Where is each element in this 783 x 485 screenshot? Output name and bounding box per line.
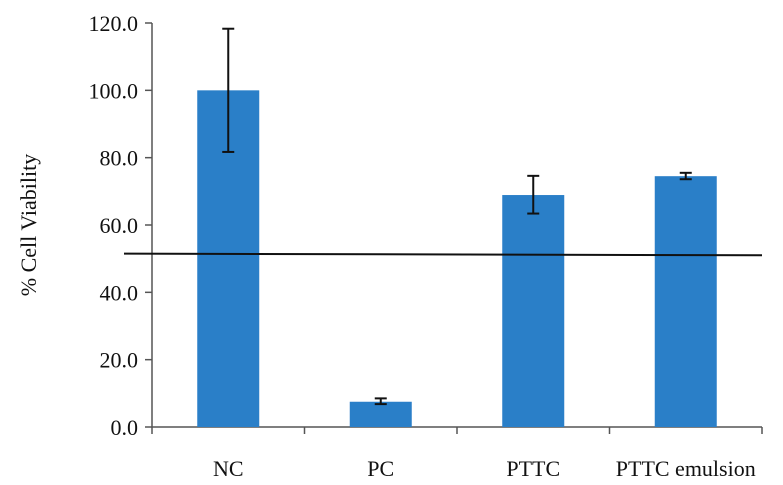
error-bar <box>222 27 235 153</box>
bar <box>349 401 412 427</box>
x-axis <box>151 426 763 434</box>
y-axis-title: % Cell Viability <box>16 154 41 296</box>
y-tick-label: 60.0 <box>100 213 139 238</box>
y-tick-label: 100.0 <box>89 78 139 103</box>
y-tick-label: 40.0 <box>100 280 139 305</box>
bar <box>654 176 717 427</box>
reference-line <box>123 252 763 257</box>
category-label: NC <box>213 456 244 481</box>
error-bars <box>222 27 692 406</box>
error-bar <box>374 397 387 406</box>
category-label: PTTC <box>506 456 560 481</box>
error-bar <box>527 174 540 215</box>
category-label: PTTC emulsion <box>616 456 756 481</box>
y-tick-label: 80.0 <box>100 146 139 171</box>
error-bar <box>679 171 692 181</box>
y-axis: 0.0 20.0 40.0 60.0 80.0 100.0 120.0 <box>89 11 153 440</box>
category-labels: NC PC PTTC PTTC emulsion <box>213 456 756 481</box>
y-tick-label: 20.0 <box>100 348 139 373</box>
y-tick-label: 120.0 <box>89 11 139 36</box>
bar <box>502 195 565 427</box>
category-label: PC <box>367 456 394 481</box>
y-tick-label: 0.0 <box>111 415 139 440</box>
bars <box>197 90 717 427</box>
